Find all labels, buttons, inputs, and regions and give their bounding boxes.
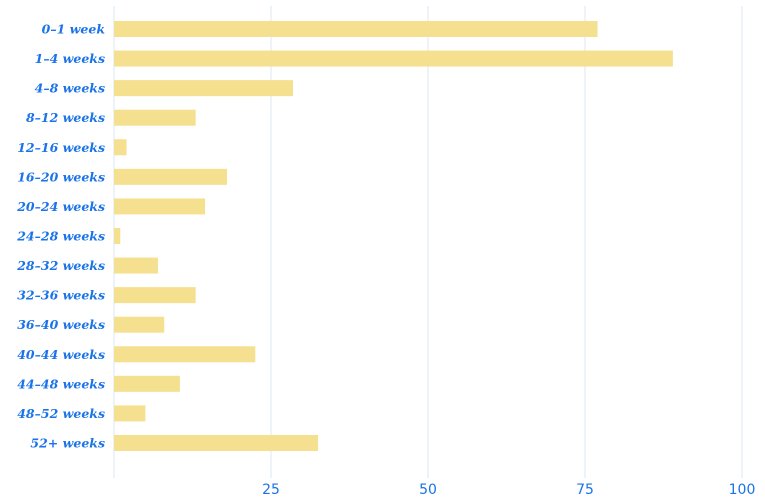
- bar: [114, 109, 196, 126]
- x-tick-label: 50: [419, 482, 437, 498]
- category-label: 32–36 weeks: [17, 288, 105, 303]
- category-label: 24–28 weeks: [16, 228, 105, 243]
- category-label: 48–52 weeks: [17, 406, 105, 421]
- bar: [114, 21, 598, 37]
- x-tick-label: 25: [262, 482, 280, 498]
- category-label: 28–32 weeks: [16, 258, 105, 273]
- category-label: 12–16 weeks: [17, 140, 105, 155]
- category-label: 0–1 week: [42, 22, 106, 37]
- bar: [114, 80, 293, 97]
- bar: [114, 168, 228, 185]
- x-tick-label: 100: [729, 482, 756, 498]
- bar: [114, 287, 196, 304]
- category-label: 52+ weeks: [30, 435, 105, 450]
- bar: [114, 434, 319, 451]
- category-label: 8–12 weeks: [26, 110, 105, 125]
- category-label: 44–48 weeks: [17, 376, 105, 391]
- category-label: 16–20 weeks: [17, 169, 105, 184]
- category-label: 1–4 weeks: [35, 51, 105, 66]
- grid-lines: [113, 6, 743, 478]
- category-label: 40–44 weeks: [17, 347, 105, 362]
- bar: [114, 375, 180, 392]
- bar: [114, 257, 158, 274]
- bar: [114, 227, 121, 244]
- bar: [114, 198, 206, 215]
- bar: [114, 139, 127, 156]
- bar: [114, 405, 146, 422]
- x-tick-labels: 25 50 75 100: [262, 482, 755, 498]
- category-label: 4–8 weeks: [35, 81, 105, 96]
- category-labels: 0–1 week 1–4 weeks 4–8 weeks 8–12 weeks 12–1…: [16, 22, 105, 451]
- bar: [114, 346, 256, 363]
- category-label: 20–24 weeks: [16, 199, 105, 214]
- x-tick-label: 75: [576, 482, 594, 498]
- category-label: 36–40 weeks: [17, 317, 105, 332]
- bars: [114, 21, 673, 451]
- bar: [114, 316, 165, 333]
- bar: [114, 50, 673, 67]
